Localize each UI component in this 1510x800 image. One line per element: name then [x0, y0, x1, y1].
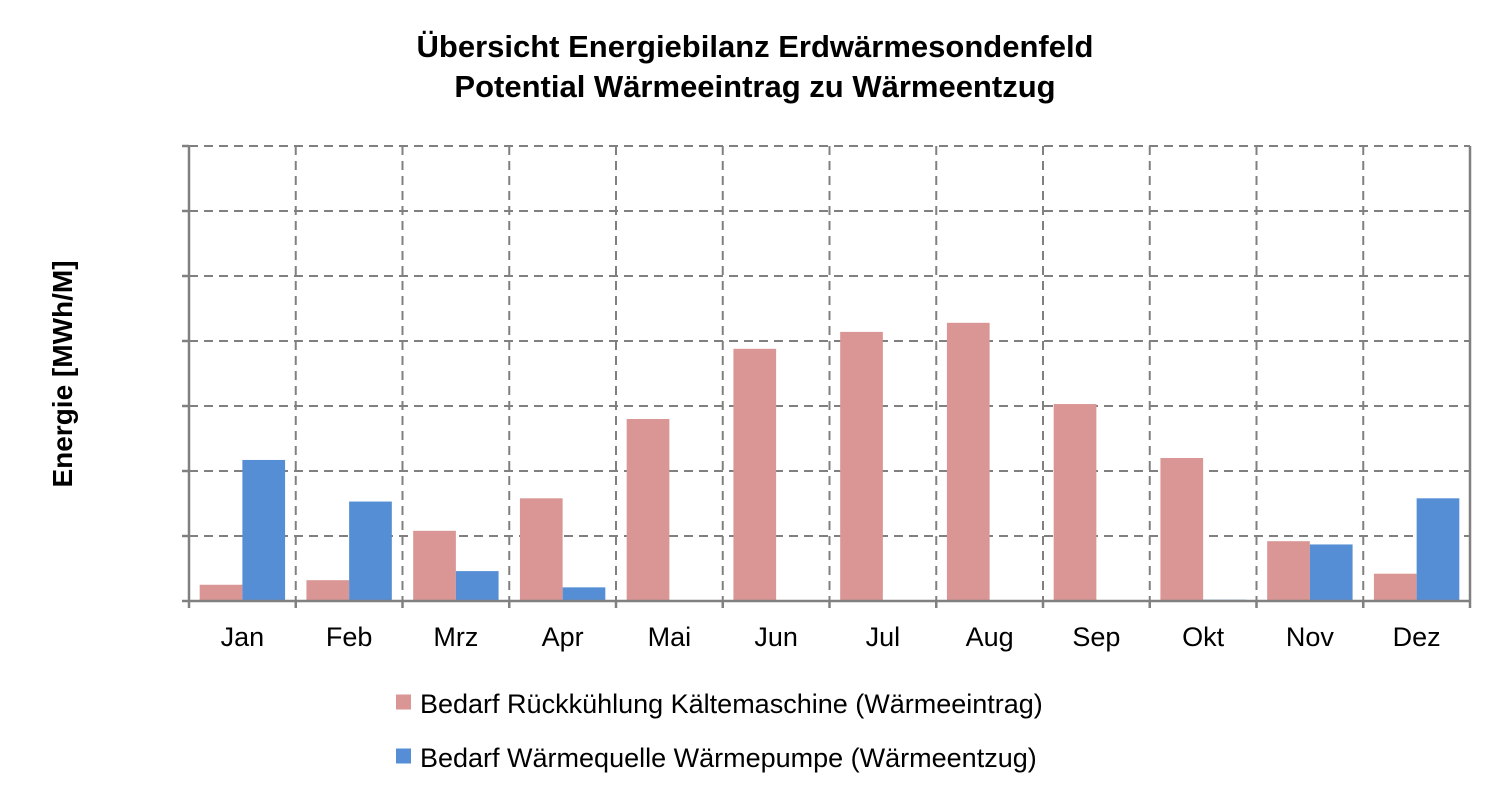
- bar-waermeeintrag-mai: [626, 419, 670, 601]
- x-tick-label: Dez: [1393, 622, 1441, 652]
- chart-subtitle: Potential Wärmeeintrag zu Wärmeentzug: [454, 69, 1055, 104]
- legend-swatch: [396, 694, 411, 710]
- x-tick-label: Okt: [1182, 622, 1225, 652]
- bar-waermeeintrag-apr: [519, 498, 563, 601]
- x-tick-label: Jul: [866, 622, 901, 652]
- bar-waermeeintrag-jun: [733, 348, 777, 601]
- bar-waermeeintrag-okt: [1160, 458, 1204, 601]
- legend-label: Bedarf Wärmequelle Wärmepumpe (Wärmeentz…: [420, 743, 1037, 773]
- grid: [189, 145, 1470, 601]
- bar-waermeentzug-jan: [242, 459, 286, 601]
- bar-waermeeintrag-nov: [1267, 541, 1310, 601]
- bar-waermeentzug-dez: [1416, 498, 1460, 601]
- legend-label: Bedarf Rückkühlung Kältemaschine (Wärmee…: [420, 689, 1043, 719]
- bar-waermeeintrag-jan: [199, 584, 243, 601]
- x-tick-label: Feb: [326, 622, 373, 652]
- x-tick-label: Mrz: [433, 622, 478, 652]
- bar-waermeentzug-apr: [562, 587, 606, 601]
- bar-waermeeintrag-mrz: [413, 530, 456, 601]
- bar-waermeeintrag-dez: [1373, 573, 1417, 601]
- x-tick-label: Jun: [754, 622, 798, 652]
- x-tick-label: Nov: [1286, 622, 1335, 652]
- bar-waermeentzug-feb: [349, 501, 392, 601]
- legend-swatch: [396, 748, 411, 764]
- bar-waermeeintrag-feb: [306, 580, 350, 601]
- bar-waermeeintrag-jul: [840, 331, 883, 601]
- y-axis-label: Energie [MWh/M]: [47, 260, 78, 487]
- x-tick-label: Mai: [648, 622, 692, 652]
- x-tick-label: Jan: [221, 622, 265, 652]
- chart-title: Übersicht Energiebilanz Erdwärmesondenfe…: [417, 29, 1094, 64]
- bar-waermeentzug-mrz: [455, 571, 499, 601]
- bars: [199, 322, 1460, 601]
- x-tick-labels: Jan Feb Mrz Apr Mai Jun Jul Aug Sep Okt Nov Dez: [221, 622, 1441, 652]
- axes: [182, 144, 1472, 608]
- x-tick-label: Apr: [542, 622, 584, 652]
- bar-waermeeintrag-aug: [946, 322, 990, 601]
- x-tick-label: Aug: [966, 622, 1014, 652]
- bar-waermeeintrag-sep: [1053, 404, 1097, 601]
- legend: Bedarf Rückkühlung Kältemaschine (Wärmee…: [396, 689, 1043, 773]
- bar-waermeentzug-nov: [1309, 544, 1353, 601]
- x-tick-label: Sep: [1072, 622, 1120, 652]
